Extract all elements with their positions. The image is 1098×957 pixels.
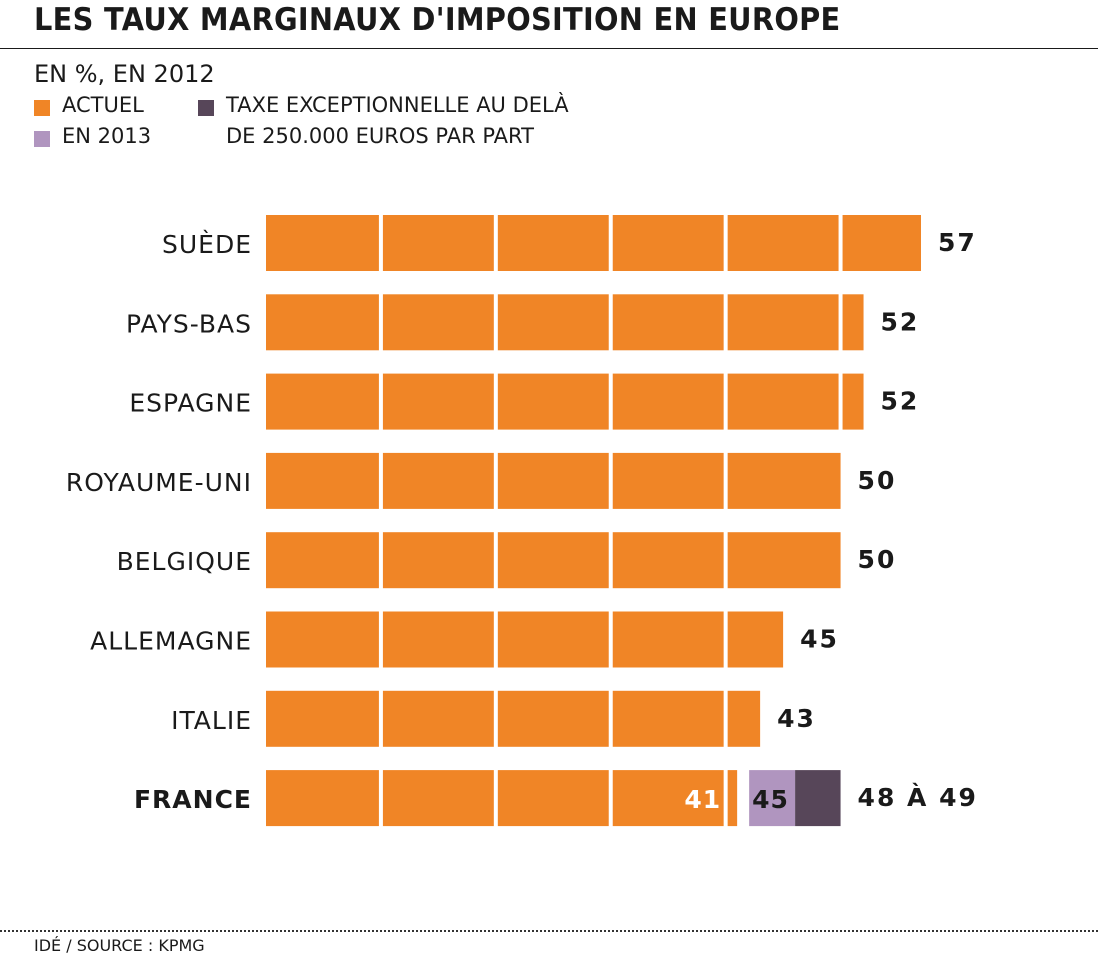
chart-subtitle: EN %, EN 2012 bbox=[34, 60, 215, 88]
legend-swatch-exceptional bbox=[198, 100, 214, 116]
value-label-allemagne: 45 bbox=[800, 625, 839, 654]
category-label-italie: ITALIE bbox=[171, 706, 252, 735]
bar-pays-bas-segment-6 bbox=[842, 294, 864, 351]
bar-pays-bas-segment-1 bbox=[266, 294, 379, 351]
bar-pays-bas-segment-5 bbox=[727, 294, 839, 351]
bar-su-de-segment-5 bbox=[727, 215, 839, 271]
legend-item-exceptional: TAXE EXCEPTIONNELLE AU DELÀ DE 250.000 E… bbox=[198, 93, 569, 152]
bar-espagne-segment-3 bbox=[497, 373, 609, 430]
bar-espagne-segment-1 bbox=[266, 373, 379, 430]
value-label-espagne: 52 bbox=[881, 387, 920, 416]
bar-espagne-segment-4 bbox=[612, 373, 724, 430]
bar-allemagne-segment-3 bbox=[497, 611, 609, 668]
legend-swatch-2013 bbox=[34, 131, 50, 147]
bar-france-exceptional bbox=[795, 770, 841, 827]
bar-su-de-segment-2 bbox=[382, 215, 494, 271]
legend-label-exceptional-line2: DE 250.000 EUROS PAR PART bbox=[226, 124, 534, 148]
value-label-royaume-uni: 50 bbox=[858, 466, 897, 495]
category-label-su-de: SUÈDE bbox=[162, 230, 252, 259]
bar-royaume-uni-segment-5 bbox=[727, 452, 841, 509]
bar-france-2013 bbox=[749, 770, 796, 827]
bar-royaume-uni-segment-4 bbox=[612, 452, 724, 509]
bar-italie-segment-4 bbox=[612, 690, 724, 747]
source-note: IDÉ / SOURCE : KPMG bbox=[34, 936, 205, 955]
bar-espagne-segment-6 bbox=[842, 373, 864, 430]
bar-su-de-segment-1 bbox=[266, 215, 379, 271]
chart-title: LES TAUX MARGINAUX D'IMPOSITION EN EUROP… bbox=[34, 2, 841, 38]
legend-label-2013: EN 2013 bbox=[62, 124, 152, 148]
bar-france-segment-1 bbox=[266, 770, 379, 827]
legend-label-exceptional-wrap: TAXE EXCEPTIONNELLE AU DELÀ DE 250.000 E… bbox=[226, 90, 569, 152]
bar-belgique-segment-3 bbox=[497, 532, 609, 589]
inner-label-current: 41 bbox=[684, 785, 721, 814]
bar-italie-segment-3 bbox=[497, 690, 609, 747]
bar-pays-bas-segment-2 bbox=[382, 294, 494, 351]
legend-item-2013: EN 2013 bbox=[34, 124, 151, 152]
bar-espagne-segment-2 bbox=[382, 373, 494, 430]
bar-france-segment-5 bbox=[727, 770, 738, 827]
footer-divider bbox=[0, 930, 1098, 932]
value-label-belgique: 50 bbox=[858, 545, 897, 574]
bar-france-segment-2 bbox=[382, 770, 494, 827]
bar-chart: SUÈDE 57 PAYS-BAS 52 ESPAGNE 52 ROYAUME-UNI 50 B… bbox=[66, 215, 978, 827]
category-label-espagne: ESPAGNE bbox=[129, 389, 252, 418]
bar-pays-bas-segment-4 bbox=[612, 294, 724, 351]
bar-allemagne-segment-1 bbox=[266, 611, 379, 668]
legend-label-exceptional-line1: TAXE EXCEPTIONNELLE AU DELÀ bbox=[226, 93, 569, 117]
category-label-royaume-uni: ROYAUME-UNI bbox=[66, 468, 252, 497]
bar-royaume-uni-segment-1 bbox=[266, 452, 379, 509]
legend-item-current: ACTUEL bbox=[34, 93, 144, 121]
bar-italie-segment-2 bbox=[382, 690, 494, 747]
legend-swatch-current bbox=[34, 100, 50, 116]
bar-allemagne-segment-5 bbox=[727, 611, 784, 668]
value-label-su-de: 57 bbox=[938, 228, 977, 257]
bar-espagne-segment-5 bbox=[727, 373, 839, 430]
inner-label-2013: 45 bbox=[752, 785, 789, 814]
value-label-italie: 43 bbox=[777, 704, 816, 733]
bar-su-de-segment-6 bbox=[842, 215, 921, 271]
category-label-france: FRANCE bbox=[134, 785, 252, 814]
bar-belgique-segment-2 bbox=[382, 532, 494, 589]
bar-france-segment-4 bbox=[612, 770, 724, 827]
bar-italie-segment-5 bbox=[727, 690, 761, 747]
category-label-pays-bas: PAYS-BAS bbox=[126, 309, 252, 338]
bar-royaume-uni-segment-2 bbox=[382, 452, 494, 509]
bar-pays-bas-segment-3 bbox=[497, 294, 609, 351]
bar-allemagne-segment-2 bbox=[382, 611, 494, 668]
bar-su-de-segment-4 bbox=[612, 215, 724, 271]
category-label-belgique: BELGIQUE bbox=[117, 547, 252, 576]
title-divider bbox=[0, 48, 1098, 49]
bar-su-de-segment-3 bbox=[497, 215, 609, 271]
value-label-pays-bas: 52 bbox=[881, 307, 920, 336]
bar-royaume-uni-segment-3 bbox=[497, 452, 609, 509]
bar-belgique-segment-4 bbox=[612, 532, 724, 589]
bar-france-segment-3 bbox=[497, 770, 609, 827]
legend-label-current: ACTUEL bbox=[62, 93, 144, 117]
bar-allemagne-segment-4 bbox=[612, 611, 724, 668]
category-label-allemagne: ALLEMAGNE bbox=[90, 627, 252, 656]
value-label-france: 48 À 49 bbox=[858, 783, 978, 812]
bar-belgique-segment-1 bbox=[266, 532, 379, 589]
bar-italie-segment-1 bbox=[266, 690, 379, 747]
bar-belgique-segment-5 bbox=[727, 532, 841, 589]
